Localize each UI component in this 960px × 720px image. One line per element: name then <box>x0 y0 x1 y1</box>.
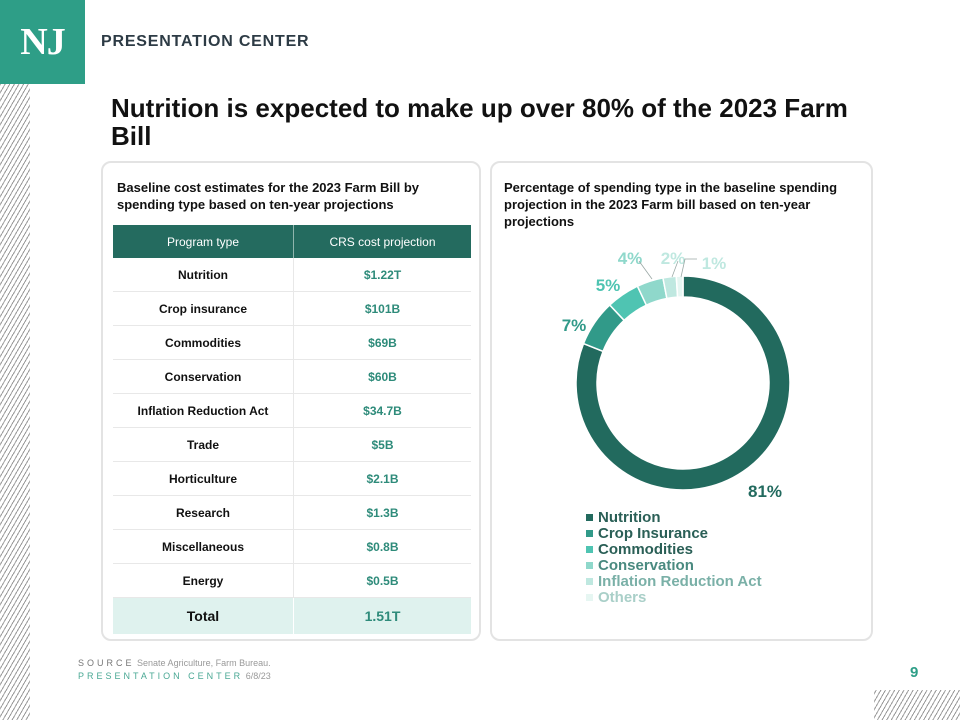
legend-swatch <box>586 577 593 585</box>
legend-item: Commodities <box>586 540 762 558</box>
donut-chart-card: Percentage of spending type in the basel… <box>490 161 873 641</box>
program-type-cell: Crop insurance <box>113 291 294 326</box>
table-row: Nutrition $1.22T <box>113 258 471 292</box>
leader-line <box>638 260 653 280</box>
table-row: Crop insurance $101B <box>113 291 471 326</box>
cost-projection-cell: $1.22T <box>293 258 471 292</box>
decorative-hatch-bottom-right <box>874 690 960 720</box>
cost-table: Program type CRS cost projection Nutriti… <box>113 225 471 634</box>
source-label: SOURCE <box>78 658 135 668</box>
chart-card-title: Percentage of spending type in the basel… <box>504 180 838 229</box>
header-cost-projection: CRS cost projection <box>293 225 471 258</box>
program-type-cell: Commodities <box>113 325 294 360</box>
donut-slice-nutrition <box>575 275 791 491</box>
legend-label: Commodities <box>598 540 694 558</box>
legend-item: Others <box>586 588 762 606</box>
program-type-cell: Energy <box>113 563 294 598</box>
source-text: Senate Agriculture, Farm Bureau. <box>137 658 271 668</box>
cost-table-card: Baseline cost estimates for the 2023 Far… <box>101 161 481 641</box>
header-program-type: Program type <box>113 225 294 258</box>
cost-projection-cell: $101B <box>293 291 471 326</box>
page-number: 9 <box>910 664 919 681</box>
footer-line: PRESENTATION CENTER 6/8/23 <box>78 671 271 681</box>
leader-line <box>680 258 697 278</box>
legend-item: Conservation <box>586 556 762 574</box>
cost-projection-cell: $34.7B <box>293 393 471 428</box>
cost-projection-cell: $60B <box>293 359 471 394</box>
legend-label: Nutrition <box>598 508 661 526</box>
table-card-title: Baseline cost estimates for the 2023 Far… <box>117 180 420 212</box>
brand-name: PRESENTATION CENTER <box>101 33 310 50</box>
donut-chart: 81% 7% 5% 4% 2% 1% <box>562 249 791 501</box>
table-row: Trade $5B <box>113 427 471 462</box>
cost-projection-cell: $0.8B <box>293 529 471 564</box>
legend-label: Inflation Reduction Act <box>598 572 762 590</box>
program-type-cell: Conservation <box>113 359 294 394</box>
footer-date: 6/8/23 <box>245 671 271 681</box>
donut-slice-others <box>675 275 684 298</box>
footer-center-label: PRESENTATION CENTER <box>78 671 244 681</box>
table-row: Miscellaneous $0.8B <box>113 529 471 564</box>
table-header-row: Program type CRS cost projection <box>113 225 471 258</box>
legend-swatch <box>586 529 593 537</box>
data-label: 7% <box>562 316 587 335</box>
total-label-cell: Total <box>113 597 294 634</box>
leader-line <box>671 260 679 278</box>
legend-swatch <box>586 561 593 569</box>
legend-label: Others <box>598 588 647 606</box>
program-type-cell: Inflation Reduction Act <box>113 393 294 428</box>
legend-item: Nutrition <box>586 508 762 526</box>
cost-projection-cell: $0.5B <box>293 563 471 598</box>
program-type-cell: Miscellaneous <box>113 529 294 564</box>
legend-swatch <box>586 545 593 553</box>
legend-label: Crop Insurance <box>598 524 709 542</box>
decorative-hatch-left <box>0 84 30 720</box>
total-value-cell: 1.51T <box>293 597 471 634</box>
legend-label: Conservation <box>598 556 694 574</box>
program-type-cell: Nutrition <box>113 258 294 292</box>
legend-swatch <box>586 593 593 601</box>
data-label: 5% <box>596 276 621 295</box>
cost-projection-cell: $5B <box>293 427 471 462</box>
table-row: Research $1.3B <box>113 495 471 530</box>
cost-projection-cell: $2.1B <box>293 461 471 496</box>
data-label: 2% <box>661 249 686 268</box>
nj-logo: NJ <box>0 0 85 84</box>
program-type-cell: Horticulture <box>113 461 294 496</box>
legend-item: Inflation Reduction Act <box>586 572 762 590</box>
program-type-cell: Research <box>113 495 294 530</box>
cost-projection-cell: $1.3B <box>293 495 471 530</box>
source-note: SOURCE Senate Agriculture, Farm Bureau. <box>78 658 271 668</box>
data-label: 81% <box>748 482 782 501</box>
table-row: Energy $0.5B <box>113 563 471 598</box>
table-row: Horticulture $2.1B <box>113 461 471 496</box>
table-total-row: Total 1.51T <box>113 597 471 634</box>
table-row: Conservation $60B <box>113 359 471 394</box>
cost-projection-cell: $69B <box>293 325 471 360</box>
page-title: Nutrition is expected to make up over 80… <box>111 93 848 151</box>
table-body: Nutrition $1.22T Crop insurance $101B Commod… <box>113 258 471 634</box>
table-row: Inflation Reduction Act $34.7B <box>113 393 471 428</box>
legend-swatch <box>586 513 593 521</box>
chart-legend: Nutrition Crop Insurance Commodities Conser… <box>586 508 762 606</box>
table-row: Commodities $69B <box>113 325 471 360</box>
data-label: 1% <box>702 254 727 273</box>
data-label: 4% <box>618 249 643 268</box>
program-type-cell: Trade <box>113 427 294 462</box>
legend-item: Crop Insurance <box>586 524 762 542</box>
